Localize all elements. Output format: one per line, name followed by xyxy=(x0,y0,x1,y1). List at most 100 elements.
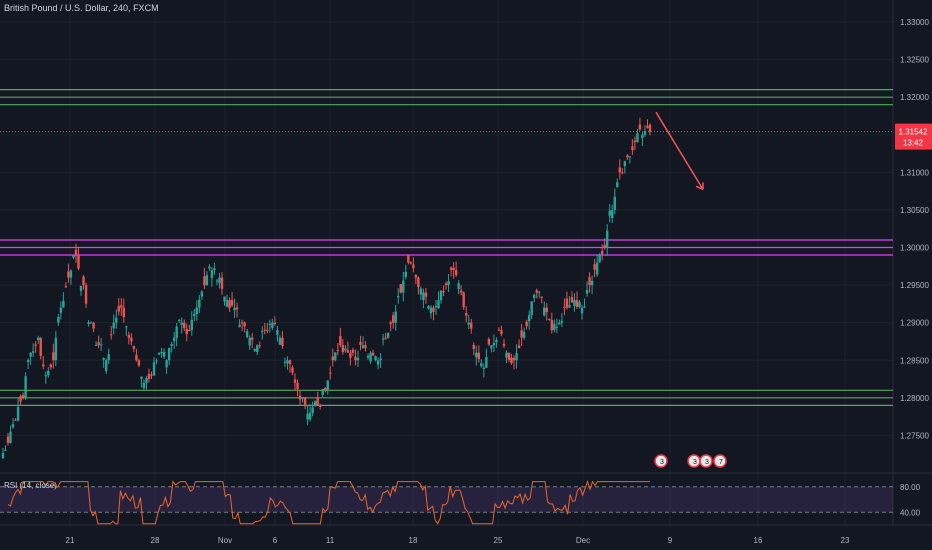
candle-body xyxy=(72,254,75,258)
price-tick-label: 1.30500 xyxy=(900,206,929,215)
candle-body xyxy=(39,337,42,356)
candle-body xyxy=(79,285,83,291)
candle-body xyxy=(281,337,284,346)
candle-body xyxy=(157,352,161,355)
candle-body xyxy=(585,289,589,294)
candle-body xyxy=(311,407,314,413)
candle-body xyxy=(220,277,224,289)
candle-body xyxy=(344,348,347,351)
candle-body xyxy=(6,436,10,443)
candle-body xyxy=(628,156,632,158)
candle-body xyxy=(127,335,131,338)
economic-event-count: 3 xyxy=(660,459,664,466)
candle-body xyxy=(74,249,78,256)
candle-body xyxy=(613,196,616,210)
economic-event-count: 3 xyxy=(705,459,709,466)
candle-body xyxy=(525,321,528,327)
candle-body xyxy=(147,373,151,379)
price-badge-countdown: 13:42 xyxy=(903,139,924,148)
candle-body xyxy=(26,359,30,362)
price-tick-label: 1.29500 xyxy=(900,281,929,290)
candle-body xyxy=(376,360,380,365)
candle-body xyxy=(381,338,385,340)
candle-body xyxy=(611,209,614,218)
candle-body xyxy=(291,367,294,373)
candle-body xyxy=(172,337,176,342)
candle-body xyxy=(240,322,244,324)
candle-body xyxy=(178,319,181,321)
candle-body xyxy=(110,334,113,336)
candle-body xyxy=(150,374,153,376)
economic-event-count: 7 xyxy=(719,459,723,466)
candle-body xyxy=(104,360,108,372)
candle-body xyxy=(263,329,266,331)
time-tick-label: 11 xyxy=(326,536,335,545)
candle-body xyxy=(190,319,193,331)
candle-body xyxy=(618,167,621,173)
candle-body xyxy=(522,332,526,338)
candle-body xyxy=(520,330,523,338)
candle-body xyxy=(606,230,609,248)
candle-body xyxy=(57,316,60,323)
candle-body xyxy=(130,337,133,342)
candle-body xyxy=(183,322,186,329)
time-tick-label: 9 xyxy=(668,536,673,545)
candle-body xyxy=(170,344,173,346)
candle-body xyxy=(490,345,493,349)
candle-body xyxy=(434,305,438,308)
candle-body xyxy=(142,382,146,389)
candle-body xyxy=(49,364,52,368)
time-tick-label: 28 xyxy=(151,536,160,545)
price-tick-label: 1.27500 xyxy=(900,431,929,440)
candle-body xyxy=(195,307,199,315)
candle-body xyxy=(245,331,249,337)
candle-body xyxy=(517,345,521,348)
candle-body xyxy=(422,292,425,301)
price-badge xyxy=(895,123,932,150)
candle-body xyxy=(497,329,501,331)
candle-body xyxy=(223,296,226,302)
candle-body xyxy=(266,330,269,332)
time-tick-label: 18 xyxy=(409,536,418,545)
candle-body xyxy=(268,323,272,325)
candle-body xyxy=(616,182,619,188)
candle-body xyxy=(532,294,536,298)
candle-body xyxy=(555,326,559,328)
candle-body xyxy=(117,305,120,312)
candle-body xyxy=(608,210,611,216)
candle-body xyxy=(233,307,236,311)
candle-body xyxy=(439,290,443,301)
candle-body xyxy=(374,356,377,360)
candle-body xyxy=(512,357,516,361)
candle-body xyxy=(351,349,355,353)
economic-event-icon xyxy=(654,454,668,468)
candle-body xyxy=(643,130,647,135)
candle-body xyxy=(399,284,402,293)
arrow-head-icon xyxy=(695,182,704,191)
candle-body xyxy=(623,161,627,167)
candle-body xyxy=(248,337,251,346)
candle-body xyxy=(407,255,410,263)
candle-body xyxy=(301,397,304,399)
candle-body xyxy=(316,397,319,406)
candle-body xyxy=(326,380,329,391)
candle-body xyxy=(112,322,115,329)
price-tick-label: 1.28500 xyxy=(900,356,929,365)
candle-body xyxy=(218,277,221,284)
candle-body xyxy=(369,352,372,362)
candle-body xyxy=(11,424,15,428)
candle-body xyxy=(329,372,332,374)
candle-body xyxy=(276,330,279,335)
candle-body xyxy=(243,322,246,327)
candle-body xyxy=(87,322,90,324)
candle-body xyxy=(417,277,420,288)
candle-body xyxy=(251,337,254,340)
candle-body xyxy=(414,274,418,278)
candle-body xyxy=(115,317,118,323)
candle-body xyxy=(404,271,407,278)
candle-body xyxy=(89,322,93,324)
candle-body xyxy=(37,337,40,341)
candle-body xyxy=(462,292,465,308)
